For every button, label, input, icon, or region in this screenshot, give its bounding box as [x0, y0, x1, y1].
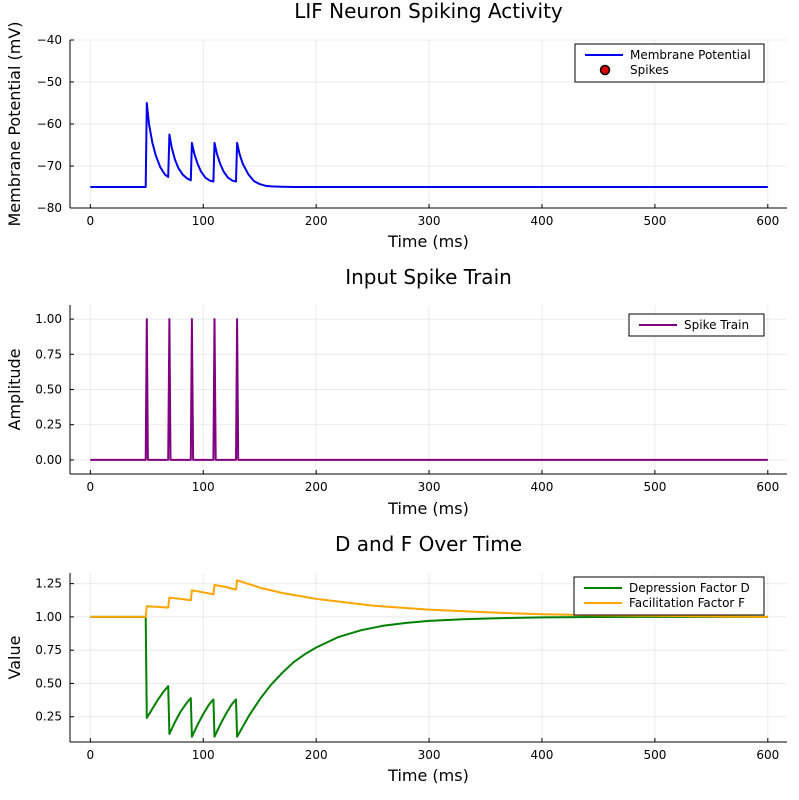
- x-axis-label: Time (ms): [387, 766, 469, 785]
- x-tick-label: 100: [192, 748, 215, 762]
- panel-input-spike-train: 0 100 200 300 400 500 600 0.00 0.25 0.50 0.75 1.00 I…: [5, 265, 787, 518]
- x-tick-label: 200: [305, 748, 328, 762]
- chart-title: LIF Neuron Spiking Activity: [294, 0, 563, 23]
- x-tick-label: 200: [305, 214, 328, 228]
- x-tick-label: 0: [87, 748, 95, 762]
- x-tick-label: 400: [531, 480, 554, 494]
- legend-box: [573, 576, 765, 616]
- x-tick-label: 300: [418, 480, 441, 494]
- x-tick-label: 200: [305, 480, 328, 494]
- y-tick-label: −50: [37, 75, 62, 89]
- legend: Spike Train: [628, 313, 765, 337]
- x-tick-label: 500: [643, 214, 666, 228]
- x-tick-label: 600: [756, 748, 779, 762]
- legend-box: [574, 43, 765, 83]
- y-tick-label: −70: [37, 159, 62, 173]
- legend-box: [628, 313, 765, 337]
- series-line-0: [90, 318, 768, 461]
- y-axis-label: Membrane Potential (mV): [5, 21, 24, 226]
- y-tick-label: −60: [37, 117, 62, 131]
- x-tick-label: 100: [192, 480, 215, 494]
- y-tick-label: 1.25: [35, 577, 62, 591]
- x-tick-label: 600: [756, 480, 779, 494]
- x-tick-label: 500: [643, 480, 666, 494]
- panel-membrane-potential: 0 100 200 300 400 500 600 −80 −70 −60 −50 −40 LIF Ne…: [5, 0, 787, 251]
- y-tick-label: 0.25: [35, 710, 62, 724]
- legend-marker: [599, 64, 611, 76]
- x-tick-label: 300: [418, 214, 441, 228]
- x-axis-label: Time (ms): [387, 232, 469, 251]
- x-tick-label: 100: [192, 214, 215, 228]
- y-tick-label: 0.25: [35, 418, 62, 432]
- y-tick-label: 0.75: [35, 643, 62, 657]
- chart-title: D and F Over Time: [335, 532, 522, 556]
- y-tick-label: 0.75: [35, 347, 62, 361]
- x-tick-label: 400: [531, 748, 554, 762]
- y-tick-label: 0.00: [35, 453, 62, 467]
- legend-label: Spikes: [630, 63, 669, 77]
- y-axis-label: Amplitude: [5, 349, 24, 431]
- legend-label: Spike Train: [684, 318, 749, 332]
- legend-label: Membrane Potential: [630, 48, 751, 62]
- y-tick-label: −40: [37, 33, 62, 47]
- panel-d-and-f: 0 100 200 300 400 500 600 0.25 0.50 0.75 1.00 1.25 D…: [5, 532, 787, 785]
- legend-label: Facilitation Factor F: [629, 596, 745, 610]
- chart-title: Input Spike Train: [345, 265, 512, 289]
- x-tick-label: 500: [643, 748, 666, 762]
- x-tick-label: 0: [87, 480, 95, 494]
- y-tick-label: 1.00: [35, 312, 62, 326]
- x-tick-label: 600: [756, 214, 779, 228]
- series-line-1: [90, 579, 768, 618]
- y-tick-label: −80: [37, 201, 62, 215]
- y-tick-label: 1.00: [35, 610, 62, 624]
- x-axis-label: Time (ms): [387, 499, 469, 518]
- y-axis-label: Value: [5, 636, 24, 680]
- legend-label: Depression Factor D: [629, 581, 750, 595]
- x-tick-label: 0: [87, 214, 95, 228]
- series-line-0: [90, 615, 768, 738]
- y-tick-label: 0.50: [35, 383, 62, 397]
- series-line-0: [90, 102, 768, 188]
- y-tick-label: 0.50: [35, 676, 62, 690]
- x-tick-label: 300: [418, 748, 441, 762]
- x-tick-label: 400: [531, 214, 554, 228]
